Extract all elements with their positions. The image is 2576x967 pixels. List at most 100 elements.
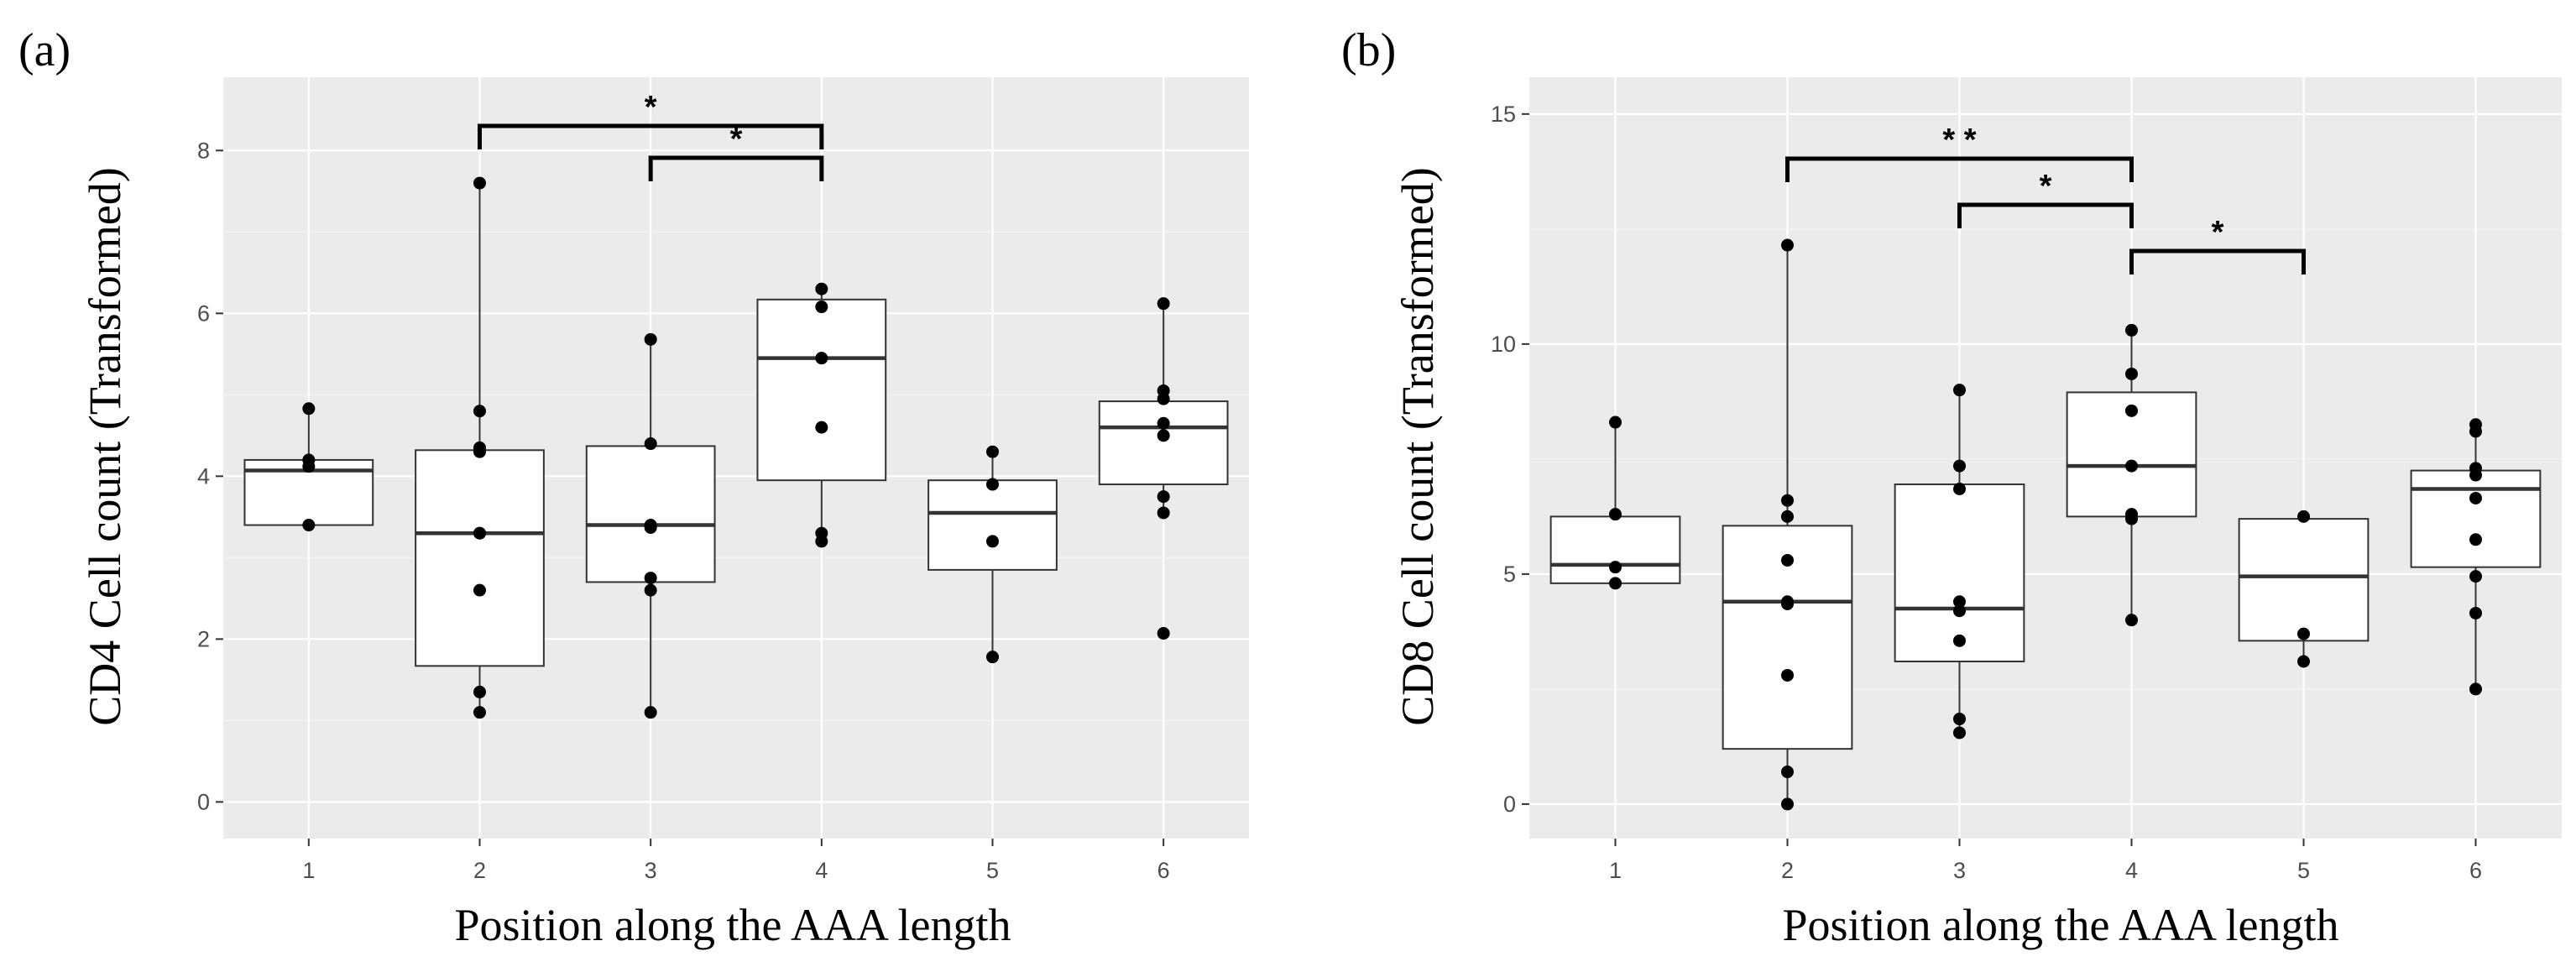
panel-b-data-point	[1781, 494, 1794, 507]
panel-b-significance-bracket-3	[2129, 248, 2306, 274]
panel-a-x-tick-label: 2	[473, 858, 486, 883]
panel-a-x-tick-label: 1	[302, 858, 315, 883]
panel-b-x-tick-label: 5	[2297, 858, 2310, 883]
panel-b-data-point	[2125, 367, 2138, 380]
panel-b-significance-bracket-1	[1785, 156, 2134, 182]
panel-b-x-tick-label: 2	[1781, 858, 1794, 883]
panel-a-data-point	[644, 706, 657, 719]
panel-a-box-6	[1098, 400, 1229, 486]
panel-a-data-point	[473, 445, 486, 458]
panel-b-data-point	[1953, 459, 1966, 473]
panel-b-data-point	[2469, 533, 2482, 546]
panel-b-data-point	[2469, 468, 2482, 482]
panel-b-data-point	[2297, 510, 2310, 523]
panel-a: (a) CD4 Cell count (Transformed) Positio…	[18, 24, 1249, 950]
panel-a-data-point	[1157, 392, 1170, 405]
panel-b-data-point	[1781, 668, 1794, 682]
panel-b-data-point	[1953, 482, 1966, 495]
panel-a-significance-label-2: *	[730, 122, 743, 157]
panel-a-y-tick-label: 4	[197, 463, 210, 489]
panel-b-data-point	[1953, 384, 1966, 397]
panel-b-data-point	[1781, 238, 1794, 252]
panel-a-data-point	[473, 176, 486, 190]
panel-b-data-point	[1781, 598, 1794, 611]
panel-a-data-point	[644, 520, 657, 534]
panel-b-data-point	[2297, 655, 2310, 668]
panel-a-data-point	[815, 282, 828, 295]
panel-a-data-point	[473, 706, 486, 719]
panel-a-y-tick-label: 8	[197, 138, 210, 163]
panel-b-y-tick-label: 0	[1503, 792, 1516, 817]
panel-b-letter: (b)	[1341, 24, 1396, 76]
panel-a-data-point	[1157, 429, 1170, 442]
panel-b-data-point	[1953, 595, 1966, 609]
panel-a-data-point	[986, 651, 999, 664]
panel-a-data-point	[815, 301, 828, 314]
panel-a-x-tick-label: 4	[815, 858, 828, 883]
panel-b-data-point	[2469, 425, 2482, 438]
panel-a-data-point	[1157, 490, 1170, 504]
panel-b-data-point	[1609, 416, 1622, 429]
panel-a-box-2	[415, 449, 545, 667]
panel-a-data-point	[1157, 627, 1170, 640]
panel-a-data-point	[986, 445, 999, 458]
panel-b-data-point	[1609, 508, 1622, 521]
panel-b-data-point	[2469, 606, 2482, 619]
panel-b-x-tick-label: 6	[2469, 858, 2482, 883]
panel-a-data-point	[986, 478, 999, 491]
panel-b-box-5	[2238, 518, 2370, 642]
panel-a-y-tick-label: 0	[197, 789, 210, 814]
panel-a-x-tick-label: 5	[986, 858, 999, 883]
panel-a-data-point	[473, 685, 486, 698]
panel-b-data-point	[2469, 491, 2482, 504]
panel-b-y-tick-label: 10	[1491, 332, 1516, 357]
panel-b-data-point	[1953, 604, 1966, 618]
panel-b-data-point	[2125, 459, 2138, 473]
panel-a-data-point	[1157, 506, 1170, 520]
panel-a-data-point	[815, 352, 828, 365]
panel-a-data-point	[302, 519, 316, 532]
panel-a-box-5	[927, 479, 1058, 571]
panel-b-plot-area: 0 5 10 15 1 2 3 4 5 6 * * * *	[1491, 77, 2562, 883]
panel-b-data-point	[1609, 577, 1622, 590]
panel-b-data-point	[2469, 570, 2482, 583]
panel-b-data-point	[2469, 682, 2482, 696]
panel-b-data-point	[2125, 404, 2138, 417]
panel-a-data-point	[815, 535, 828, 548]
panel-b-significance-label-3: *	[2212, 215, 2224, 250]
panel-b-x-tick-label: 1	[1609, 858, 1622, 883]
panel-a-y-axis-title: CD4 Cell count (Transformed)	[80, 167, 130, 725]
panel-b-data-point	[1953, 634, 1966, 647]
panel-b-data-point	[1609, 561, 1622, 574]
panel-b-x-tick-label: 4	[2125, 858, 2138, 883]
panel-b-data-point	[2125, 323, 2138, 337]
panel-a-data-point	[986, 535, 999, 548]
panel-b-data-point	[2125, 614, 2138, 627]
panel-b-box-3	[1894, 484, 2025, 663]
panel-b-x-axis-title: Position along the AAA length	[1782, 900, 2338, 950]
panel-a-box-3	[585, 445, 716, 583]
panel-b-data-point	[1781, 766, 1794, 779]
panel-a-data-point	[644, 583, 657, 597]
panel-a-background	[223, 77, 1249, 839]
panel-b: (b) CD8 Cell count (Transformed) Positio…	[1341, 24, 2562, 950]
panel-b-data-point	[1953, 726, 1966, 740]
panel-a-x-tick-label: 3	[645, 858, 657, 883]
panel-b-data-point	[2297, 627, 2310, 640]
panel-a-data-point	[473, 405, 486, 418]
panel-b-data-point	[2125, 512, 2138, 525]
panel-a-significance-bracket-2	[648, 155, 824, 181]
panel-a-data-point	[473, 526, 486, 540]
panel-b-significance-label-2: *	[2040, 169, 2052, 204]
panel-a-box-4	[756, 298, 887, 482]
panel-a-data-point	[1157, 416, 1170, 430]
panel-a-x-tick-label: 6	[1157, 858, 1170, 883]
panel-a-data-point	[302, 460, 316, 473]
panel-a-plot-area: 0 2 4 6 8 1 2 3 4 5 6 * *	[197, 77, 1249, 883]
panel-a-data-point	[473, 583, 486, 597]
panel-b-significance-label-1: * *	[1942, 123, 1976, 158]
panel-a-y-tick-label: 6	[197, 301, 210, 326]
panel-a-x-axis-title: Position along the AAA length	[454, 900, 1011, 950]
panel-a-significance-label-1: *	[645, 90, 657, 125]
panel-b-y-axis-title: CD8 Cell count (Transformed)	[1393, 167, 1443, 725]
